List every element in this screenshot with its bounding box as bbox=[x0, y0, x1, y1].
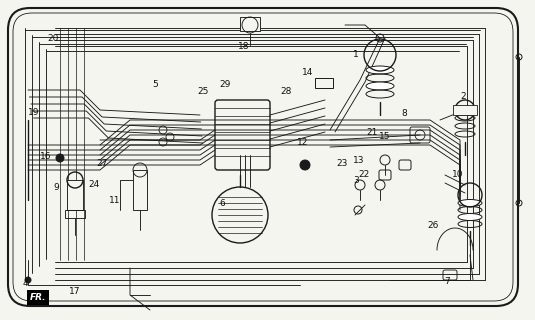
Text: 29: 29 bbox=[219, 80, 231, 89]
Bar bbox=[315, 78, 333, 88]
Text: 17: 17 bbox=[69, 287, 81, 296]
Text: 14: 14 bbox=[302, 68, 314, 76]
Ellipse shape bbox=[458, 199, 482, 206]
Text: 3: 3 bbox=[353, 176, 358, 185]
Text: 15: 15 bbox=[379, 132, 391, 140]
Bar bbox=[133, 170, 147, 210]
Ellipse shape bbox=[458, 213, 482, 220]
Bar bbox=[453, 105, 477, 115]
Ellipse shape bbox=[366, 82, 394, 90]
Text: 27: 27 bbox=[96, 159, 108, 168]
Text: 8: 8 bbox=[401, 109, 407, 118]
Bar bbox=[65, 210, 85, 218]
Text: 12: 12 bbox=[296, 138, 308, 147]
Text: FR.: FR. bbox=[30, 293, 47, 302]
Text: 6: 6 bbox=[219, 199, 225, 208]
Text: 16: 16 bbox=[40, 152, 51, 161]
Text: 11: 11 bbox=[109, 196, 121, 204]
Text: 21: 21 bbox=[366, 128, 378, 137]
Text: 9: 9 bbox=[54, 183, 59, 192]
Text: 4: 4 bbox=[23, 279, 28, 288]
Text: 18: 18 bbox=[238, 42, 249, 51]
Text: 24: 24 bbox=[88, 180, 100, 188]
Circle shape bbox=[25, 277, 31, 283]
Bar bbox=[240, 17, 260, 31]
Text: 23: 23 bbox=[337, 159, 348, 168]
Text: 26: 26 bbox=[427, 221, 439, 230]
Bar bbox=[67, 180, 83, 210]
Text: 13: 13 bbox=[353, 156, 364, 164]
Text: 7: 7 bbox=[444, 277, 449, 286]
Text: 1: 1 bbox=[353, 50, 358, 59]
Circle shape bbox=[56, 154, 64, 162]
Text: 25: 25 bbox=[197, 87, 209, 96]
Text: 5: 5 bbox=[152, 80, 158, 89]
Circle shape bbox=[300, 160, 310, 170]
Text: 2: 2 bbox=[460, 92, 465, 100]
Text: 19: 19 bbox=[28, 108, 40, 116]
Text: 28: 28 bbox=[280, 87, 292, 96]
Text: 20: 20 bbox=[48, 34, 59, 43]
Ellipse shape bbox=[366, 66, 394, 74]
Text: 22: 22 bbox=[358, 170, 370, 179]
Text: 10: 10 bbox=[452, 170, 463, 179]
